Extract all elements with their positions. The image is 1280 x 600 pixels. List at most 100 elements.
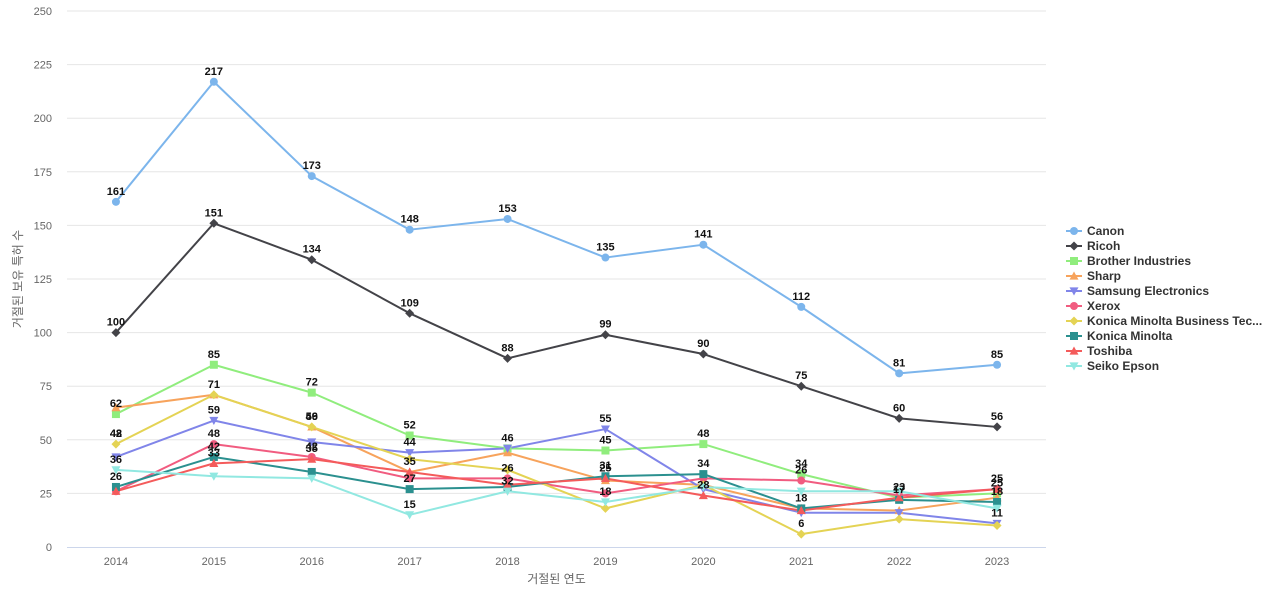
- data-point: [307, 454, 317, 463]
- data-point: [797, 302, 806, 311]
- y-tick-label: 25: [40, 488, 52, 500]
- data-label: 217: [205, 66, 223, 78]
- x-tick-label: 2022: [887, 556, 911, 568]
- data-label: 52: [404, 420, 416, 432]
- x-tick-label: 2015: [202, 556, 226, 568]
- y-tick-label: 0: [46, 542, 52, 554]
- legend-item[interactable]: Sharp: [1066, 269, 1121, 283]
- data-label: 36: [110, 454, 122, 466]
- x-tick-label: 2017: [397, 556, 421, 568]
- data-point: [503, 444, 513, 453]
- y-tick-label: 200: [34, 113, 52, 125]
- data-point: [111, 403, 121, 412]
- x-tick-label: 2020: [691, 556, 715, 568]
- data-point: [895, 369, 904, 378]
- data-point: [405, 431, 414, 440]
- legend-marker: [1070, 257, 1078, 265]
- data-label: 46: [501, 432, 513, 444]
- legend-item[interactable]: Seiko Epson: [1066, 359, 1159, 373]
- data-point: [209, 440, 218, 449]
- data-label: 31: [599, 460, 611, 472]
- data-point: [992, 422, 1002, 432]
- data-label: 59: [208, 405, 220, 417]
- y-tick-label: 75: [40, 381, 52, 393]
- legend-marker: [1069, 362, 1079, 371]
- data-point: [405, 474, 414, 483]
- data-label: 11: [991, 507, 1003, 519]
- series-line-1: [115, 222, 998, 428]
- legend-marker: [1070, 227, 1078, 235]
- y-tick-label: 150: [34, 220, 52, 232]
- data-label: 45: [599, 435, 611, 447]
- data-point: [405, 225, 414, 234]
- legend-item[interactable]: Ricoh: [1066, 239, 1120, 253]
- y-tick-label: 50: [40, 435, 52, 447]
- legend-label: Toshiba: [1087, 344, 1132, 358]
- legend-item[interactable]: Konica Minolta: [1066, 329, 1173, 343]
- series-lines: [115, 80, 998, 536]
- data-label: 25: [991, 473, 1003, 485]
- y-tick-label: 125: [34, 274, 52, 286]
- data-label: 15: [404, 499, 416, 511]
- data-label: 44: [404, 437, 417, 449]
- data-point: [601, 446, 610, 455]
- x-tick-label: 2019: [593, 556, 617, 568]
- data-point: [797, 470, 806, 479]
- data-label: 109: [400, 297, 418, 309]
- data-label: 48: [208, 428, 220, 440]
- series-line-2: [115, 363, 998, 499]
- data-label: 112: [792, 291, 810, 303]
- data-label: 81: [893, 357, 905, 369]
- data-label: 85: [991, 349, 1003, 361]
- legend-marker: [1070, 302, 1078, 310]
- legend-item[interactable]: Xerox: [1066, 299, 1121, 313]
- legend-label: Konica Minolta: [1087, 329, 1173, 343]
- data-label: 85: [208, 349, 220, 361]
- series-line-7: [115, 455, 998, 510]
- data-point: [503, 465, 513, 475]
- data-label: 18: [599, 486, 611, 498]
- data-label: 42: [208, 441, 220, 453]
- data-point: [796, 506, 806, 515]
- legend-marker: [1070, 332, 1078, 340]
- data-point: [796, 381, 806, 391]
- legend-item[interactable]: Samsung Electronics: [1066, 284, 1209, 298]
- data-point: [209, 472, 219, 481]
- data-point: [503, 214, 512, 223]
- legend-marker: [1069, 316, 1079, 326]
- legend-item[interactable]: Toshiba: [1066, 344, 1132, 358]
- data-label: 33: [208, 447, 220, 459]
- x-tick-label: 2018: [495, 556, 519, 568]
- data-label: 26: [501, 462, 513, 474]
- data-label: 48: [697, 428, 709, 440]
- y-tick-label: 175: [34, 167, 52, 179]
- legend-marker: [1069, 346, 1079, 355]
- data-point: [894, 493, 904, 502]
- data-label: 18: [795, 492, 807, 504]
- data-point: [405, 511, 415, 520]
- data-point: [209, 218, 219, 228]
- legend-item[interactable]: Brother Industries: [1066, 254, 1191, 268]
- data-point: [209, 416, 219, 426]
- legend-item[interactable]: Konica Minolta Business Tec...: [1066, 314, 1262, 328]
- data-point: [209, 77, 218, 86]
- data-point: [405, 485, 414, 494]
- data-labels: 1612171731481531351411128185100151134109…: [107, 66, 1003, 530]
- data-point: [209, 452, 218, 461]
- legend-label: Samsung Electronics: [1087, 284, 1209, 298]
- legend-label: Xerox: [1087, 299, 1121, 313]
- data-point: [111, 328, 121, 338]
- data-label: 42: [306, 441, 318, 453]
- data-label: 173: [303, 160, 321, 172]
- data-label: 26: [110, 471, 122, 483]
- data-point: [992, 521, 1002, 531]
- data-point: [894, 413, 904, 423]
- data-point: [209, 390, 219, 400]
- data-point: [111, 453, 121, 462]
- legend-item[interactable]: Canon: [1066, 224, 1124, 238]
- x-tick-label: 2016: [300, 556, 324, 568]
- data-label: 75: [795, 370, 807, 382]
- data-point: [111, 466, 121, 475]
- legend-label: Ricoh: [1087, 239, 1120, 253]
- data-label: 135: [596, 242, 614, 254]
